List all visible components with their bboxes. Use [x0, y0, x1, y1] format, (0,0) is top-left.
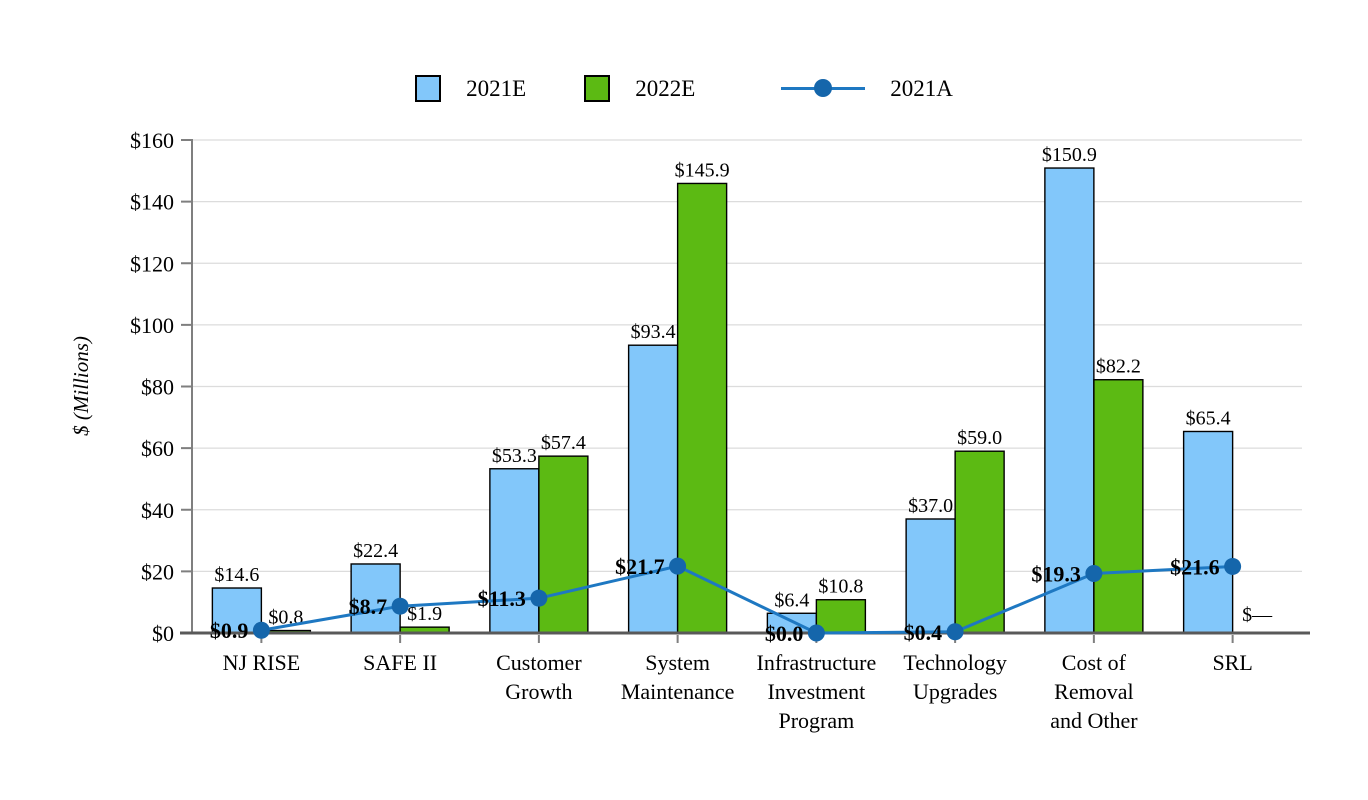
bar-2022E-infrastructure-investment-program: [815, 599, 867, 634]
marker-2021A-system-maintenance: [669, 557, 687, 575]
legend-swatch-2022e-icon: [584, 74, 611, 102]
bar-label-2022E-customer-growth: $57.4: [541, 432, 586, 454]
legend-label-2022e: 2022E: [635, 75, 696, 101]
bar-2022E-customer-growth: [538, 455, 589, 634]
y-tick-label-80: $80: [141, 375, 174, 400]
bar-2022E-system-maintenance: [676, 182, 728, 634]
bar-label-2021E-safe-ii: $22.4: [353, 540, 398, 562]
bar-2021E-system-maintenance: [627, 344, 679, 634]
bar-2021E-srl: [1182, 430, 1234, 634]
marker-2021A-customer-growth: [530, 589, 548, 607]
bar-label-2021E-srl: $65.4: [1186, 407, 1231, 429]
legend-label-2021e: 2021E: [466, 75, 527, 101]
y-tick-label-160: $160: [130, 128, 174, 153]
legend: 2021E 2022E 2021A: [0, 74, 1368, 102]
category-label-technology-upgrades: Technology Upgrades: [903, 650, 1007, 704]
bar-label-2022E-system-maintenance: $145.9: [675, 159, 730, 181]
bar-2022E-technology-upgrades: [954, 450, 1005, 634]
line-label-2021A-customer-growth: $11.3: [478, 586, 526, 611]
category-label-customer-growth: Customer Growth: [496, 650, 582, 704]
legend-line-marker-icon: [781, 78, 866, 98]
legend-line-dot: [814, 79, 833, 97]
legend-swatch-2021e-icon: [415, 74, 442, 102]
marker-2021A-nj-rise: [252, 621, 270, 639]
bar-label-2021E-cost-of-removal-and-other: $150.9: [1042, 144, 1097, 166]
line-label-2021A-system-maintenance: $21.7: [615, 554, 665, 579]
category-label-safe-ii: SAFE II: [363, 650, 437, 675]
marker-2021A-srl: [1224, 557, 1242, 575]
line-label-2021A-cost-of-removal-and-other: $19.3: [1031, 562, 1081, 587]
legend-item-2021e: 2021E: [415, 74, 527, 102]
bar-label-2021E-nj-rise: $14.6: [214, 564, 259, 586]
bar-label-2021E-technology-upgrades: $37.0: [908, 495, 953, 517]
category-label-system-maintenance: System Maintenance: [621, 650, 735, 704]
marker-2021A-infrastructure-investment-program: [807, 624, 825, 642]
y-tick-label-60: $60: [141, 436, 174, 461]
y-tick-label-120: $120: [130, 251, 174, 276]
y-tick-label-0: $0: [152, 621, 174, 646]
y-tick-label-140: $140: [130, 190, 174, 215]
bar-label-2021E-infrastructure-investment-program: $6.4: [774, 589, 809, 611]
bar-2021E-technology-upgrades: [905, 518, 956, 634]
category-label-srl: SRL: [1212, 650, 1252, 675]
legend-item-2021a: 2021A: [781, 77, 953, 100]
bar-label-2021E-system-maintenance: $93.4: [631, 321, 676, 343]
line-label-2021A-safe-ii: $8.7: [349, 594, 388, 619]
marker-2021A-cost-of-removal-and-other: [1085, 565, 1103, 583]
category-label-infrastructure-investment-program: Infrastructure Investment Program: [757, 650, 877, 733]
bar-2021E-safe-ii: [350, 563, 401, 634]
line-label-2021A-technology-upgrades: $0.4: [904, 620, 943, 645]
y-tick-label-100: $100: [130, 313, 174, 338]
y-axis-title: $ (Millions): [69, 336, 93, 436]
marker-2021A-technology-upgrades: [946, 623, 964, 641]
bar-label-2022E-safe-ii: $1.9: [407, 603, 442, 625]
category-label-cost-of-removal-and-other: Cost of Removal and Other: [1050, 650, 1138, 733]
line-label-2021A-infrastructure-investment-program: $0.0: [765, 621, 804, 646]
bar-label-2021E-customer-growth: $53.3: [492, 445, 537, 467]
bar-label-2022E-infrastructure-investment-program: $10.8: [818, 576, 863, 598]
y-tick-label-40: $40: [141, 498, 174, 523]
marker-2021A-safe-ii: [391, 597, 409, 615]
line-label-2021A-nj-rise: $0.9: [210, 618, 249, 643]
legend-item-2022e: 2022E: [584, 74, 696, 102]
legend-label-2021a: 2021A: [890, 75, 953, 101]
bar-2022E-cost-of-removal-and-other: [1093, 379, 1144, 634]
bar-label-2022E-srl: $—: [1242, 604, 1273, 626]
y-tick-label-20: $20: [141, 559, 174, 584]
line-label-2021A-srl: $21.6: [1170, 554, 1220, 579]
bar-2021E-cost-of-removal-and-other: [1044, 167, 1095, 634]
bar-label-2022E-cost-of-removal-and-other: $82.2: [1096, 356, 1141, 378]
bar-label-2022E-technology-upgrades: $59.0: [957, 427, 1002, 449]
line-2021A: [261, 564, 1233, 635]
category-label-nj-rise: NJ RISE: [223, 650, 301, 675]
